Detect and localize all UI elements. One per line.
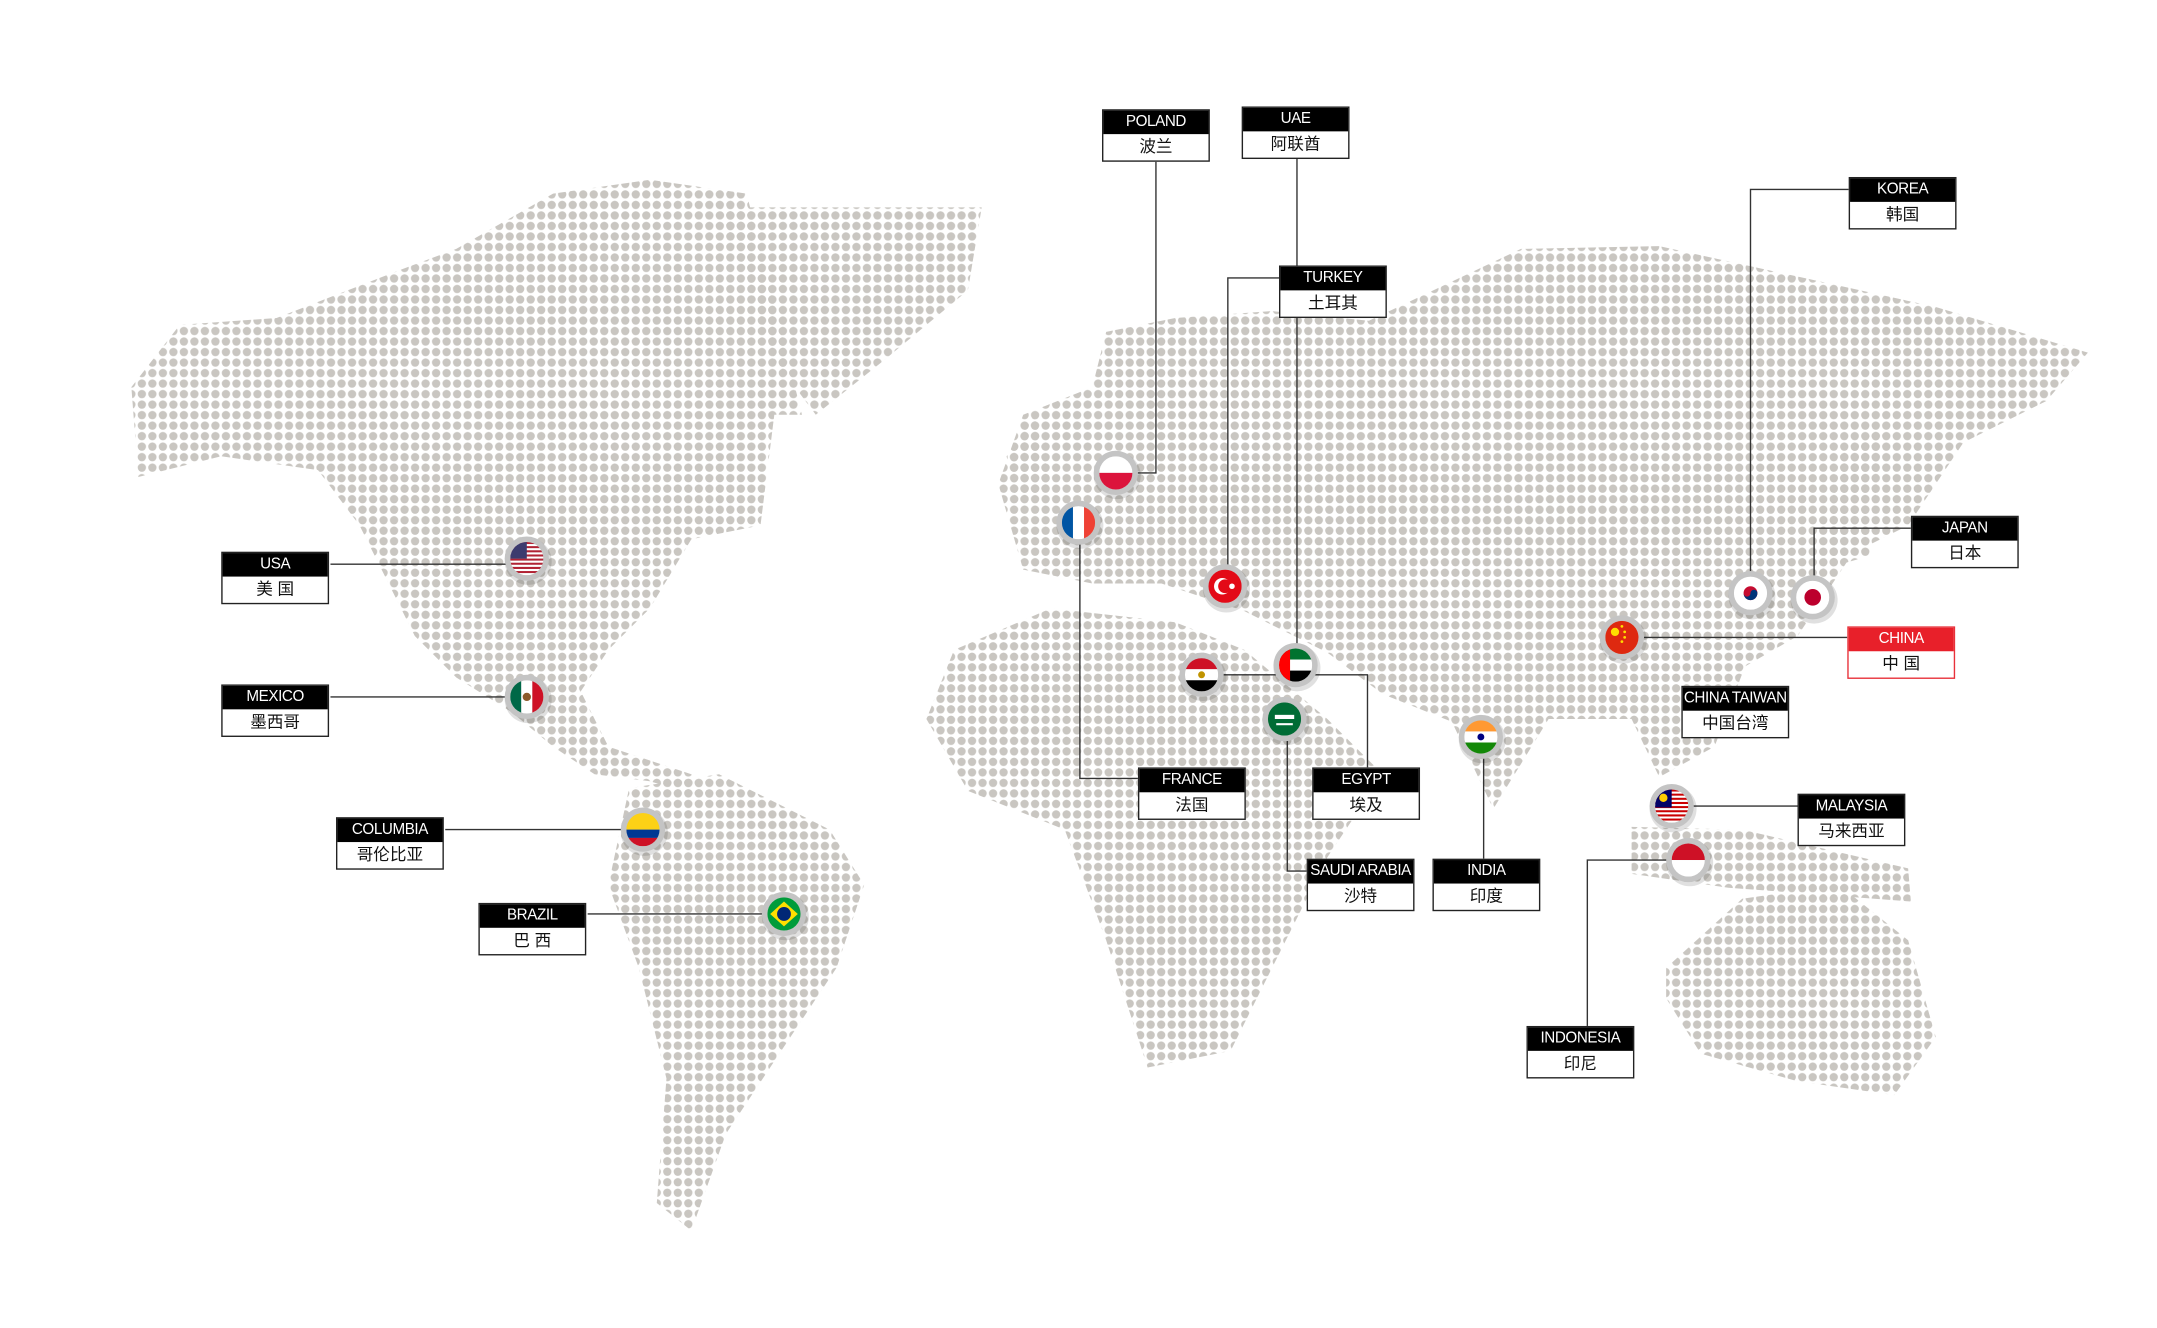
japan-leader-line xyxy=(1813,527,1911,577)
country-name-zh: 沙特 xyxy=(1343,886,1378,906)
eurasia xyxy=(998,246,2088,809)
country-name-en: CHINA xyxy=(1848,627,1954,652)
country-name-en: TURKEY xyxy=(1280,266,1386,291)
country-name-zh: 哥伦比亚 xyxy=(356,844,424,865)
country-label-japan[interactable]: JAPAN 日本 xyxy=(1910,515,2019,569)
country-name-zh: 埃及 xyxy=(1349,795,1383,815)
france-flag-icon[interactable] xyxy=(1056,500,1104,549)
country-label-mexico[interactable]: MEXICO 墨西哥 xyxy=(221,684,330,737)
malaysia-flag-icon[interactable] xyxy=(1649,783,1697,833)
country-label-malaysia[interactable]: MALAYSIA 马来西亚 xyxy=(1797,793,1906,847)
brazil-flag-icon[interactable] xyxy=(761,891,809,941)
colombia-flag-icon[interactable] xyxy=(620,807,668,856)
country-name-zh: 阿联酋 xyxy=(1270,134,1321,154)
country-name-en: UAE xyxy=(1243,107,1349,132)
country-name-en: INDONESIA xyxy=(1527,1027,1633,1051)
country-label-korea[interactable]: KOREA 韩国 xyxy=(1848,176,1957,230)
country-name-zh: 马来西亚 xyxy=(1818,821,1885,841)
australia xyxy=(1666,884,1936,1096)
country-name-en: FRANCE xyxy=(1139,768,1245,793)
indonesia-flag-icon[interactable] xyxy=(1666,837,1714,887)
country-label-china-taiwan[interactable]: CHINA TAIWAN 中国台湾 xyxy=(1681,685,1790,739)
country-label-saudi-arabia[interactable]: SAUDI ARABIA 沙特 xyxy=(1306,858,1415,912)
korea-leader-line xyxy=(1749,188,1849,573)
country-name-zh: 日本 xyxy=(1948,543,1982,563)
poland-leader-line xyxy=(1136,161,1157,474)
country-label-france[interactable]: FRANCE 法国 xyxy=(1137,767,1246,820)
country-name-en: BRAZIL xyxy=(479,904,585,928)
india-flag-icon[interactable] xyxy=(1458,714,1506,764)
turkey-flag-icon[interactable] xyxy=(1202,564,1250,613)
korea-flag-icon[interactable] xyxy=(1728,571,1776,620)
country-name-en: MEXICO xyxy=(222,685,328,710)
country-name-zh: 中 国 xyxy=(1882,654,1921,674)
country-name-zh: 波兰 xyxy=(1139,136,1173,157)
country-name-zh: 印尼 xyxy=(1563,1053,1598,1073)
country-label-brazil[interactable]: BRAZIL 巴 西 xyxy=(478,902,587,956)
mexico-flag-icon[interactable] xyxy=(504,674,552,724)
saudi-arabia-leader-line xyxy=(1286,739,1307,872)
country-label-egypt[interactable]: EGYPT 埃及 xyxy=(1312,767,1421,820)
japan-islands xyxy=(1822,425,1884,570)
north-america xyxy=(131,179,802,802)
country-label-usa[interactable]: USA 美 国 xyxy=(221,551,330,605)
country-name-zh: 美 国 xyxy=(256,579,295,599)
country-name-zh: 韩国 xyxy=(1885,204,1920,224)
country-name-en: INDIA xyxy=(1433,860,1539,884)
turkey-leader-line xyxy=(1227,277,1279,566)
country-name-zh: 印度 xyxy=(1469,886,1503,906)
country-label-india[interactable]: INDIA 印度 xyxy=(1432,858,1541,912)
japan-flag-icon[interactable] xyxy=(1790,575,1838,624)
usa-flag-icon[interactable] xyxy=(504,536,552,585)
country-label-uae[interactable]: UAE 阿联酋 xyxy=(1241,106,1350,160)
uk-islands xyxy=(1006,414,1051,505)
country-name-en: USA xyxy=(222,553,328,577)
country-name-zh: 土耳其 xyxy=(1308,293,1358,313)
country-label-turkey[interactable]: TURKEY 土耳其 xyxy=(1278,265,1387,319)
egypt-flag-icon[interactable] xyxy=(1179,652,1227,702)
south-america xyxy=(608,774,865,1231)
country-name-en: POLAND xyxy=(1103,110,1209,135)
country-name-zh: 法国 xyxy=(1175,795,1209,815)
country-name-en: CHINA TAIWAN xyxy=(1682,687,1788,711)
country-label-columbia[interactable]: COLUMBIA 哥伦比亚 xyxy=(335,817,444,870)
country-name-en: SAUDI ARABIA xyxy=(1308,860,1414,884)
country-name-en: EGYPT xyxy=(1313,768,1419,793)
uae-flag-icon[interactable] xyxy=(1273,642,1321,692)
greenland xyxy=(719,207,982,415)
france-leader-line xyxy=(1079,543,1138,780)
saudi-arabia-flag-icon[interactable] xyxy=(1262,696,1310,746)
country-name-en: MALAYSIA xyxy=(1798,795,1904,819)
country-name-zh: 巴 西 xyxy=(513,930,552,950)
country-name-en: COLUMBIA xyxy=(337,818,443,843)
country-name-zh: 中国台湾 xyxy=(1702,713,1769,733)
country-label-poland[interactable]: POLAND 波兰 xyxy=(1102,109,1210,162)
country-name-zh: 墨西哥 xyxy=(250,712,301,732)
egypt-leader-line xyxy=(1222,674,1369,768)
china-flag-icon[interactable] xyxy=(1599,615,1647,664)
country-label-indonesia[interactable]: INDONESIA 印尼 xyxy=(1526,1025,1635,1079)
country-label-china[interactable]: CHINA 中 国 xyxy=(1847,626,1956,679)
country-name-en: JAPAN xyxy=(1912,517,2018,541)
poland-flag-icon[interactable] xyxy=(1093,450,1141,500)
country-name-en: KOREA xyxy=(1850,178,1956,202)
indonesia-leader-line xyxy=(1586,859,1668,1026)
